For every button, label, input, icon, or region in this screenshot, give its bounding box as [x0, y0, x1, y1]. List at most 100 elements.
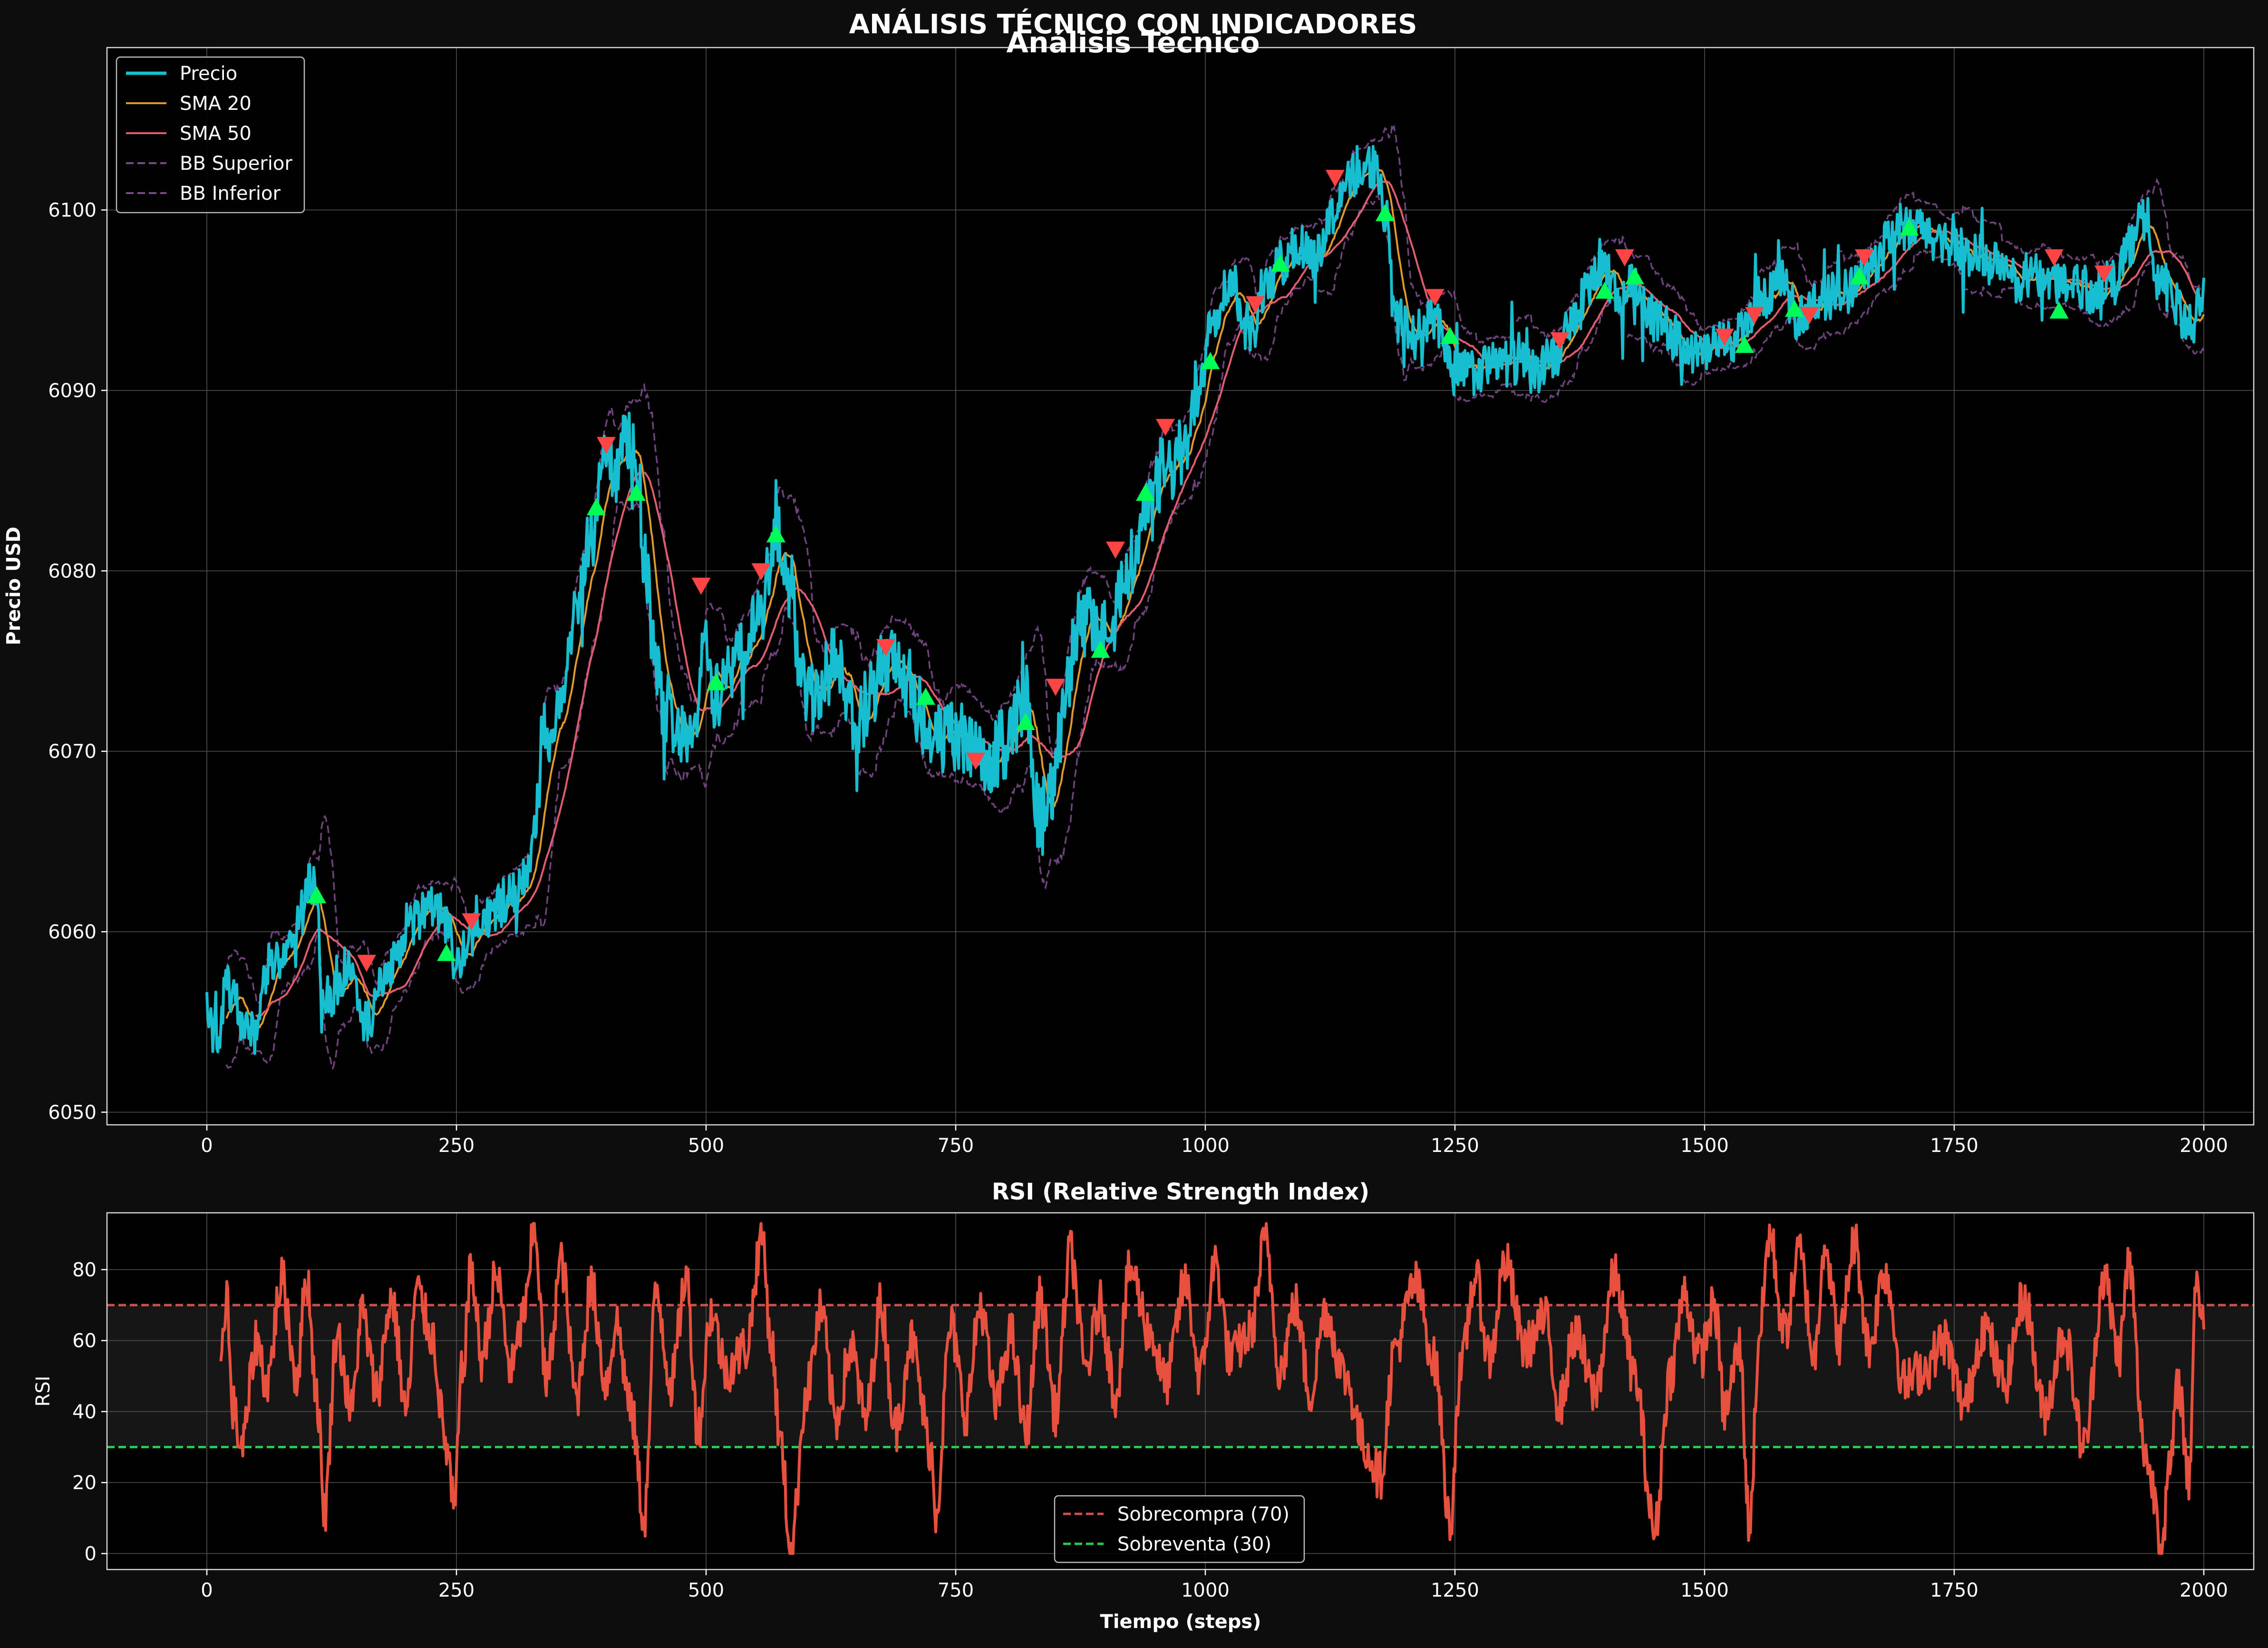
buy-signal-marker	[1016, 712, 1035, 730]
legend-label-sobreventa: Sobreventa (30)	[1117, 1533, 1271, 1555]
sell-signal-marker	[1855, 249, 1874, 267]
rsi-xtick-label: 2000	[2180, 1580, 2228, 1601]
price-xtick-label: 250	[438, 1135, 475, 1157]
legend-label-sobrecompra: Sobrecompra (70)	[1117, 1503, 1289, 1525]
trade-signals	[307, 170, 2113, 972]
sell-signal-marker	[751, 563, 771, 581]
price-ytick-label: 6060	[48, 921, 97, 943]
price-xtick-label: 0	[201, 1135, 213, 1157]
price-xtick-label: 1500	[1680, 1135, 1729, 1157]
rsi-panel: 0 250 500 750 1000 1250 1500 1750 2000020406080 …	[32, 1179, 2255, 1633]
sell-signal-marker	[357, 955, 376, 972]
sell-signal-marker	[1550, 332, 1570, 350]
sell-signal-marker	[2045, 249, 2064, 267]
chart-title: Análisis Técnico	[1007, 26, 1260, 59]
buy-signal-marker	[766, 525, 785, 543]
sell-signal-marker	[2094, 265, 2113, 283]
sell-signal-marker	[462, 913, 481, 931]
figure-suptitle: ANÁLISIS TÉCNICO CON INDICADORES	[849, 9, 1417, 40]
rsi-plot-frame	[106, 1212, 2255, 1570]
legend-label-bb-inferior: BB Inferior	[180, 183, 281, 205]
price-xtick-label: 1250	[1431, 1135, 1479, 1157]
sell-signal-marker	[1745, 307, 1764, 324]
price-xtick-label: 2000	[2180, 1135, 2228, 1157]
price-legend-box	[116, 56, 305, 214]
price-axis-ticks: 0 250 500 750 1000 1250 1500 1750 2000 6050 6060 60…	[48, 199, 2228, 1157]
buy-signal-marker	[587, 498, 606, 516]
buy-signal-marker	[916, 687, 935, 705]
rsi-axis-ticks: 0 250 500 750 1000 1250 1500 1750 2000 0 20 40 60 80	[72, 1259, 2228, 1601]
price-xtick-label: 500	[688, 1135, 724, 1157]
sell-signal-marker	[597, 437, 616, 454]
legend-label-bb-superior: BB Superior	[180, 153, 292, 175]
price-plot-area	[107, 48, 2254, 1125]
sell-signal-marker	[691, 577, 711, 595]
buy-signal-marker	[1625, 267, 1644, 284]
rsi-xlabel: Tiempo (steps)	[1100, 1611, 1261, 1633]
rsi-xtick-label: 750	[938, 1580, 974, 1601]
buy-signal-marker	[627, 484, 646, 501]
rsi-xtick-label: 500	[688, 1580, 724, 1601]
rsi-ytick-label: 60	[72, 1330, 97, 1352]
price-ylabel: Precio USD	[3, 527, 25, 645]
rsi-ytick-label: 20	[72, 1472, 97, 1494]
price-xtick-label: 750	[938, 1135, 974, 1157]
price-ytick-label: 6090	[48, 380, 97, 402]
buy-signal-marker	[1595, 282, 1614, 299]
rsi-xtick-label: 1000	[1181, 1580, 1230, 1601]
sell-signal-marker	[1046, 679, 1065, 696]
legend-label-sma20: SMA 20	[180, 93, 252, 115]
price-legend: Precio SMA 20 SMA 50 BB Superior BB Infe…	[116, 56, 305, 214]
price-xtick-label: 1000	[1181, 1135, 1230, 1157]
price-ytick-label: 6100	[48, 199, 97, 221]
sell-signal-marker	[1106, 541, 1125, 559]
rsi-title: RSI (Relative Strength Index)	[992, 1179, 1369, 1205]
rsi-ytick-label: 40	[72, 1401, 97, 1423]
rsi-xtick-label: 1500	[1680, 1580, 1729, 1601]
rsi-xtick-label: 0	[201, 1580, 213, 1601]
price-ytick-label: 6050	[48, 1102, 97, 1123]
price-ytick-label: 6070	[48, 741, 97, 763]
legend-label-sma50: SMA 50	[180, 123, 252, 145]
buy-signal-marker	[1270, 254, 1290, 272]
price-panel: 0 250 500 750 1000 1250 1500 1750 2000 6050 6060 60…	[3, 47, 2255, 1157]
legend-label-precio: Precio	[180, 63, 237, 85]
price-xtick-label: 1750	[1930, 1135, 1978, 1157]
rsi-ytick-label: 80	[72, 1259, 97, 1281]
buy-signal-marker	[1785, 300, 1804, 317]
rsi-legend-box	[1054, 1495, 1305, 1563]
buy-signal-marker	[1850, 267, 1869, 284]
sma20-line	[225, 167, 2205, 1029]
sell-signal-marker	[1326, 170, 1345, 187]
sell-signal-marker	[1715, 329, 1734, 346]
rsi-xtick-label: 1750	[1930, 1580, 1978, 1601]
sell-signal-marker	[1615, 249, 1634, 267]
bb-superior-line	[225, 124, 2205, 1005]
price-plot-frame	[106, 47, 2255, 1126]
sell-signal-marker	[1246, 296, 1265, 313]
buy-signal-marker	[1091, 641, 1110, 658]
sell-signal-marker	[1156, 419, 1175, 436]
buy-signal-marker	[1376, 204, 1395, 222]
rsi-line	[219, 1222, 2205, 1555]
bollinger-bands	[225, 124, 2205, 1070]
sell-signal-marker	[1425, 289, 1444, 306]
buy-signal-marker	[1440, 327, 1460, 344]
buy-signal-marker	[307, 886, 326, 904]
rsi-ytick-label: 0	[85, 1543, 97, 1565]
buy-signal-marker	[437, 944, 456, 961]
moving-averages	[225, 167, 2205, 1029]
buy-signal-marker	[1900, 218, 1919, 236]
bb-inferior-line	[225, 194, 2205, 1070]
sell-signal-marker	[1800, 307, 1819, 324]
rsi-legend: Sobrecompra (70) Sobreventa (30)	[1054, 1495, 1305, 1563]
buy-signal-marker	[1735, 336, 1754, 353]
buy-signal-marker	[1136, 484, 1155, 501]
rsi-xtick-label: 1250	[1431, 1580, 1479, 1601]
buy-signal-marker	[707, 673, 726, 691]
buy-signal-marker	[1201, 352, 1220, 370]
sma50-line	[255, 180, 2204, 1017]
rsi-series	[219, 1222, 2205, 1555]
rsi-xtick-label: 250	[438, 1580, 475, 1601]
